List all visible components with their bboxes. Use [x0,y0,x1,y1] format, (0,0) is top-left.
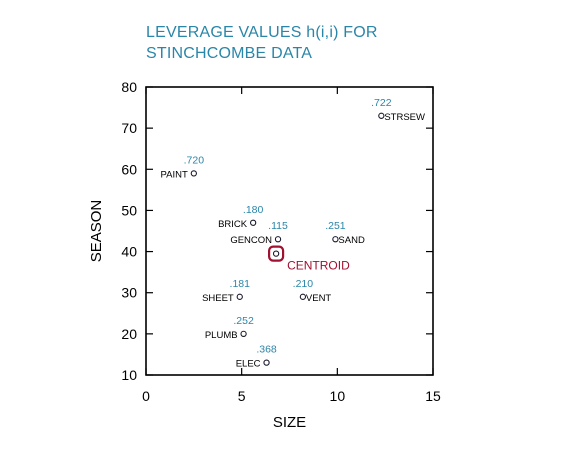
leverage-label: .252 [233,315,254,327]
y-axis-label: SEASON [88,200,105,263]
y-tick-label: 40 [121,244,137,260]
y-tick-label: 60 [121,161,137,177]
point-label: PAINT [161,169,188,180]
point-label: VENT [306,293,332,304]
point-label: GENCON [230,235,272,246]
leverage-label: .115 [268,220,288,232]
y-tick-label: 70 [121,120,137,136]
data-point [299,293,307,300]
centroid-point [272,250,280,257]
point-label: PLUMB [205,330,238,341]
point-label: SAND [338,235,365,246]
x-tick-label: 10 [330,388,346,404]
point-label: STRSEW [384,112,425,123]
y-tick-label: 20 [121,326,137,342]
x-tick-label: 5 [238,388,246,404]
plot-frame [145,86,434,376]
leverage-label: .210 [293,278,314,290]
data-point [236,293,243,300]
data-point [190,170,197,177]
data-point [378,112,385,119]
leverage-label: .180 [243,204,264,216]
leverage-label: .722 [371,97,392,109]
chart-title: LEVERAGE VALUES h(i,i) FOR STINCHCOMBE D… [146,22,378,64]
leverage-label: .181 [230,278,251,290]
centroid-box [268,245,285,262]
data-point [263,359,270,366]
data-point [240,330,247,338]
y-tick-label: 80 [121,79,137,95]
point-label: ELEC [236,359,261,370]
point-label: BRICK [218,219,248,230]
x-tick-label: 15 [425,388,441,404]
y-tick-label: 10 [121,367,137,383]
leverage-label: .251 [325,220,346,232]
point-label: SHEET [202,293,234,304]
data-point [249,219,257,226]
y-tick-label: 50 [121,202,137,218]
x-axis-label: SIZE [273,414,306,431]
data-point [332,236,339,243]
leverage-label: .720 [184,154,205,166]
data-point [274,236,282,243]
leverage-label: .368 [256,344,277,356]
x-tick-label: 0 [142,388,150,404]
centroid-label: CENTROID [287,259,350,273]
chart-title-line-1: LEVERAGE VALUES h(i,i) FOR [146,24,378,41]
chart-title-line-2: STINCHCOMBE DATA [146,45,313,62]
y-tick-label: 30 [121,285,137,301]
